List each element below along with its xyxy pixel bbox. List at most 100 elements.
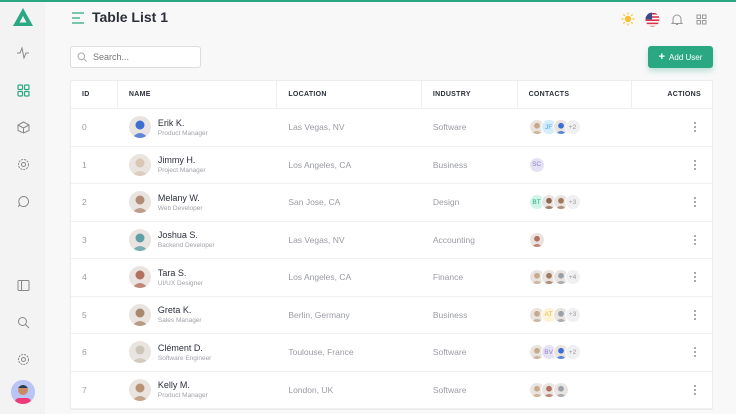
cell-actions [632, 222, 712, 259]
cell-id: 7 [82, 384, 87, 395]
cell-industry: Software [432, 347, 467, 358]
apps-icon[interactable] [693, 11, 709, 27]
contact-avatar[interactable] [552, 381, 569, 398]
activity-icon[interactable] [15, 45, 31, 61]
contact-avatar[interactable] [552, 306, 569, 323]
contact-avatar[interactable] [528, 119, 545, 136]
contact-initials[interactable]: SC [528, 156, 545, 173]
table-row[interactable]: 7 Kelly M. Product Manager London, UK Sof… [71, 372, 712, 409]
user-avatar[interactable] [11, 380, 35, 404]
contact-avatar[interactable] [540, 381, 557, 398]
cell-name: Greta K. Sales Manager [118, 297, 277, 334]
cell-actions [632, 147, 712, 184]
search-input[interactable] [93, 52, 193, 62]
table-row[interactable]: 1 Jimmy H. Project Manager Los Angeles, C… [71, 147, 712, 184]
user-role: Software Engineer [157, 354, 212, 362]
sun-icon[interactable] [620, 11, 636, 27]
cell-location: Las Vegas, NV [288, 122, 345, 133]
cell-industry: Software [432, 384, 467, 395]
more-actions-icon[interactable] [689, 270, 701, 284]
cell-id: 3 [82, 234, 87, 245]
cell-contacts: SC [518, 147, 633, 184]
table-row[interactable]: 3 Joshua S. Backend Developer Las Vegas, … [71, 222, 712, 259]
settings-icon[interactable] [15, 351, 31, 367]
col-location[interactable]: LOCATION [277, 81, 422, 108]
contact-avatar[interactable] [528, 381, 545, 398]
col-id[interactable]: ID [71, 81, 118, 108]
chat-icon[interactable] [15, 193, 31, 209]
cell-id: 4 [82, 272, 87, 283]
avatar [128, 266, 151, 289]
cell-name: Melany W. Web Developer [118, 184, 277, 221]
search-icon[interactable] [15, 314, 31, 330]
cell-location: Berlin, Germany [288, 309, 350, 320]
cell-location: London, UK [288, 384, 334, 395]
more-contacts-badge[interactable]: +2 [564, 119, 581, 136]
table-row[interactable]: 2 Melany W. Web Developer San Jose, CA De… [71, 184, 712, 222]
cell-industry: Accounting [432, 234, 475, 245]
cog-icon[interactable] [15, 156, 31, 172]
user-role: Product Manager [157, 129, 208, 137]
table-row[interactable]: 5 Greta K. Sales Manager Berlin, Germany … [71, 297, 712, 334]
cell-id: 5 [82, 309, 87, 320]
table-row[interactable]: 4 Tara S. UI/UX Designer Los Angeles, CA … [71, 259, 712, 297]
search-box[interactable] [70, 46, 201, 68]
more-contacts-badge[interactable]: +2 [564, 344, 581, 361]
user-name[interactable]: Tara S. [157, 267, 187, 278]
user-name[interactable]: Jimmy H. [157, 155, 196, 166]
more-actions-icon[interactable] [689, 195, 701, 209]
logo-icon [13, 8, 33, 26]
more-actions-icon[interactable] [689, 345, 701, 359]
cell-actions [632, 259, 712, 296]
cell-actions [632, 372, 712, 409]
table-row[interactable]: 6 Clément D. Software Engineer Toulouse, … [71, 334, 712, 372]
user-name[interactable]: Clément D. [157, 342, 203, 353]
cell-contacts: BV +2 [518, 334, 633, 371]
search-icon [77, 52, 87, 62]
contact-avatar[interactable] [552, 344, 569, 361]
cell-name: Clément D. Software Engineer [118, 334, 277, 371]
cell-contacts [518, 372, 633, 409]
more-actions-icon[interactable] [689, 308, 701, 322]
add-user-button[interactable]: + Add User [648, 46, 713, 68]
cell-location: Los Angeles, CA [288, 272, 352, 283]
user-role: Product Manager [157, 392, 208, 400]
us-flag-icon[interactable] [644, 11, 660, 27]
cell-contacts: JF +2 [518, 109, 633, 146]
user-name[interactable]: Joshua S. [157, 230, 198, 241]
box-icon[interactable] [15, 119, 31, 135]
user-name[interactable]: Greta K. [157, 305, 192, 316]
dashboard-icon[interactable] [15, 82, 31, 98]
more-contacts-badge[interactable]: +4 [564, 269, 581, 286]
cell-industry: Finance [432, 272, 464, 283]
more-contacts-badge[interactable]: +3 [564, 194, 581, 211]
sidebar [0, 2, 45, 414]
cell-id: 2 [82, 197, 87, 208]
user-name[interactable]: Erik K. [157, 117, 185, 128]
cell-actions [632, 334, 712, 371]
col-name[interactable]: NAME [118, 81, 278, 108]
more-actions-icon[interactable] [689, 158, 701, 172]
cell-actions [632, 184, 712, 221]
cell-name: Joshua S. Backend Developer [118, 222, 277, 259]
cell-id: 1 [82, 159, 87, 170]
bell-icon[interactable] [669, 11, 685, 27]
contact-avatar[interactable] [528, 231, 545, 248]
more-actions-icon[interactable] [689, 383, 701, 397]
avatar [128, 191, 151, 214]
col-industry[interactable]: INDUSTRY [422, 81, 518, 108]
user-name[interactable]: Melany W. [157, 192, 200, 203]
contact-avatar[interactable] [540, 194, 557, 211]
cell-id: 6 [82, 347, 87, 358]
menu-icon[interactable] [71, 11, 85, 29]
sidebar-toggle-icon[interactable] [15, 277, 31, 293]
more-actions-icon[interactable] [689, 233, 701, 247]
user-name[interactable]: Kelly M. [157, 380, 190, 391]
more-contacts-badge[interactable]: +3 [564, 306, 581, 323]
more-actions-icon[interactable] [689, 120, 701, 134]
col-contacts[interactable]: CONTACTS [518, 81, 633, 108]
contact-avatar[interactable] [552, 119, 569, 136]
cell-contacts [518, 222, 633, 259]
user-role: UI/UX Designer [157, 279, 204, 287]
table-row[interactable]: 0 Erik K. Product Manager Las Vegas, NV S… [71, 109, 712, 147]
